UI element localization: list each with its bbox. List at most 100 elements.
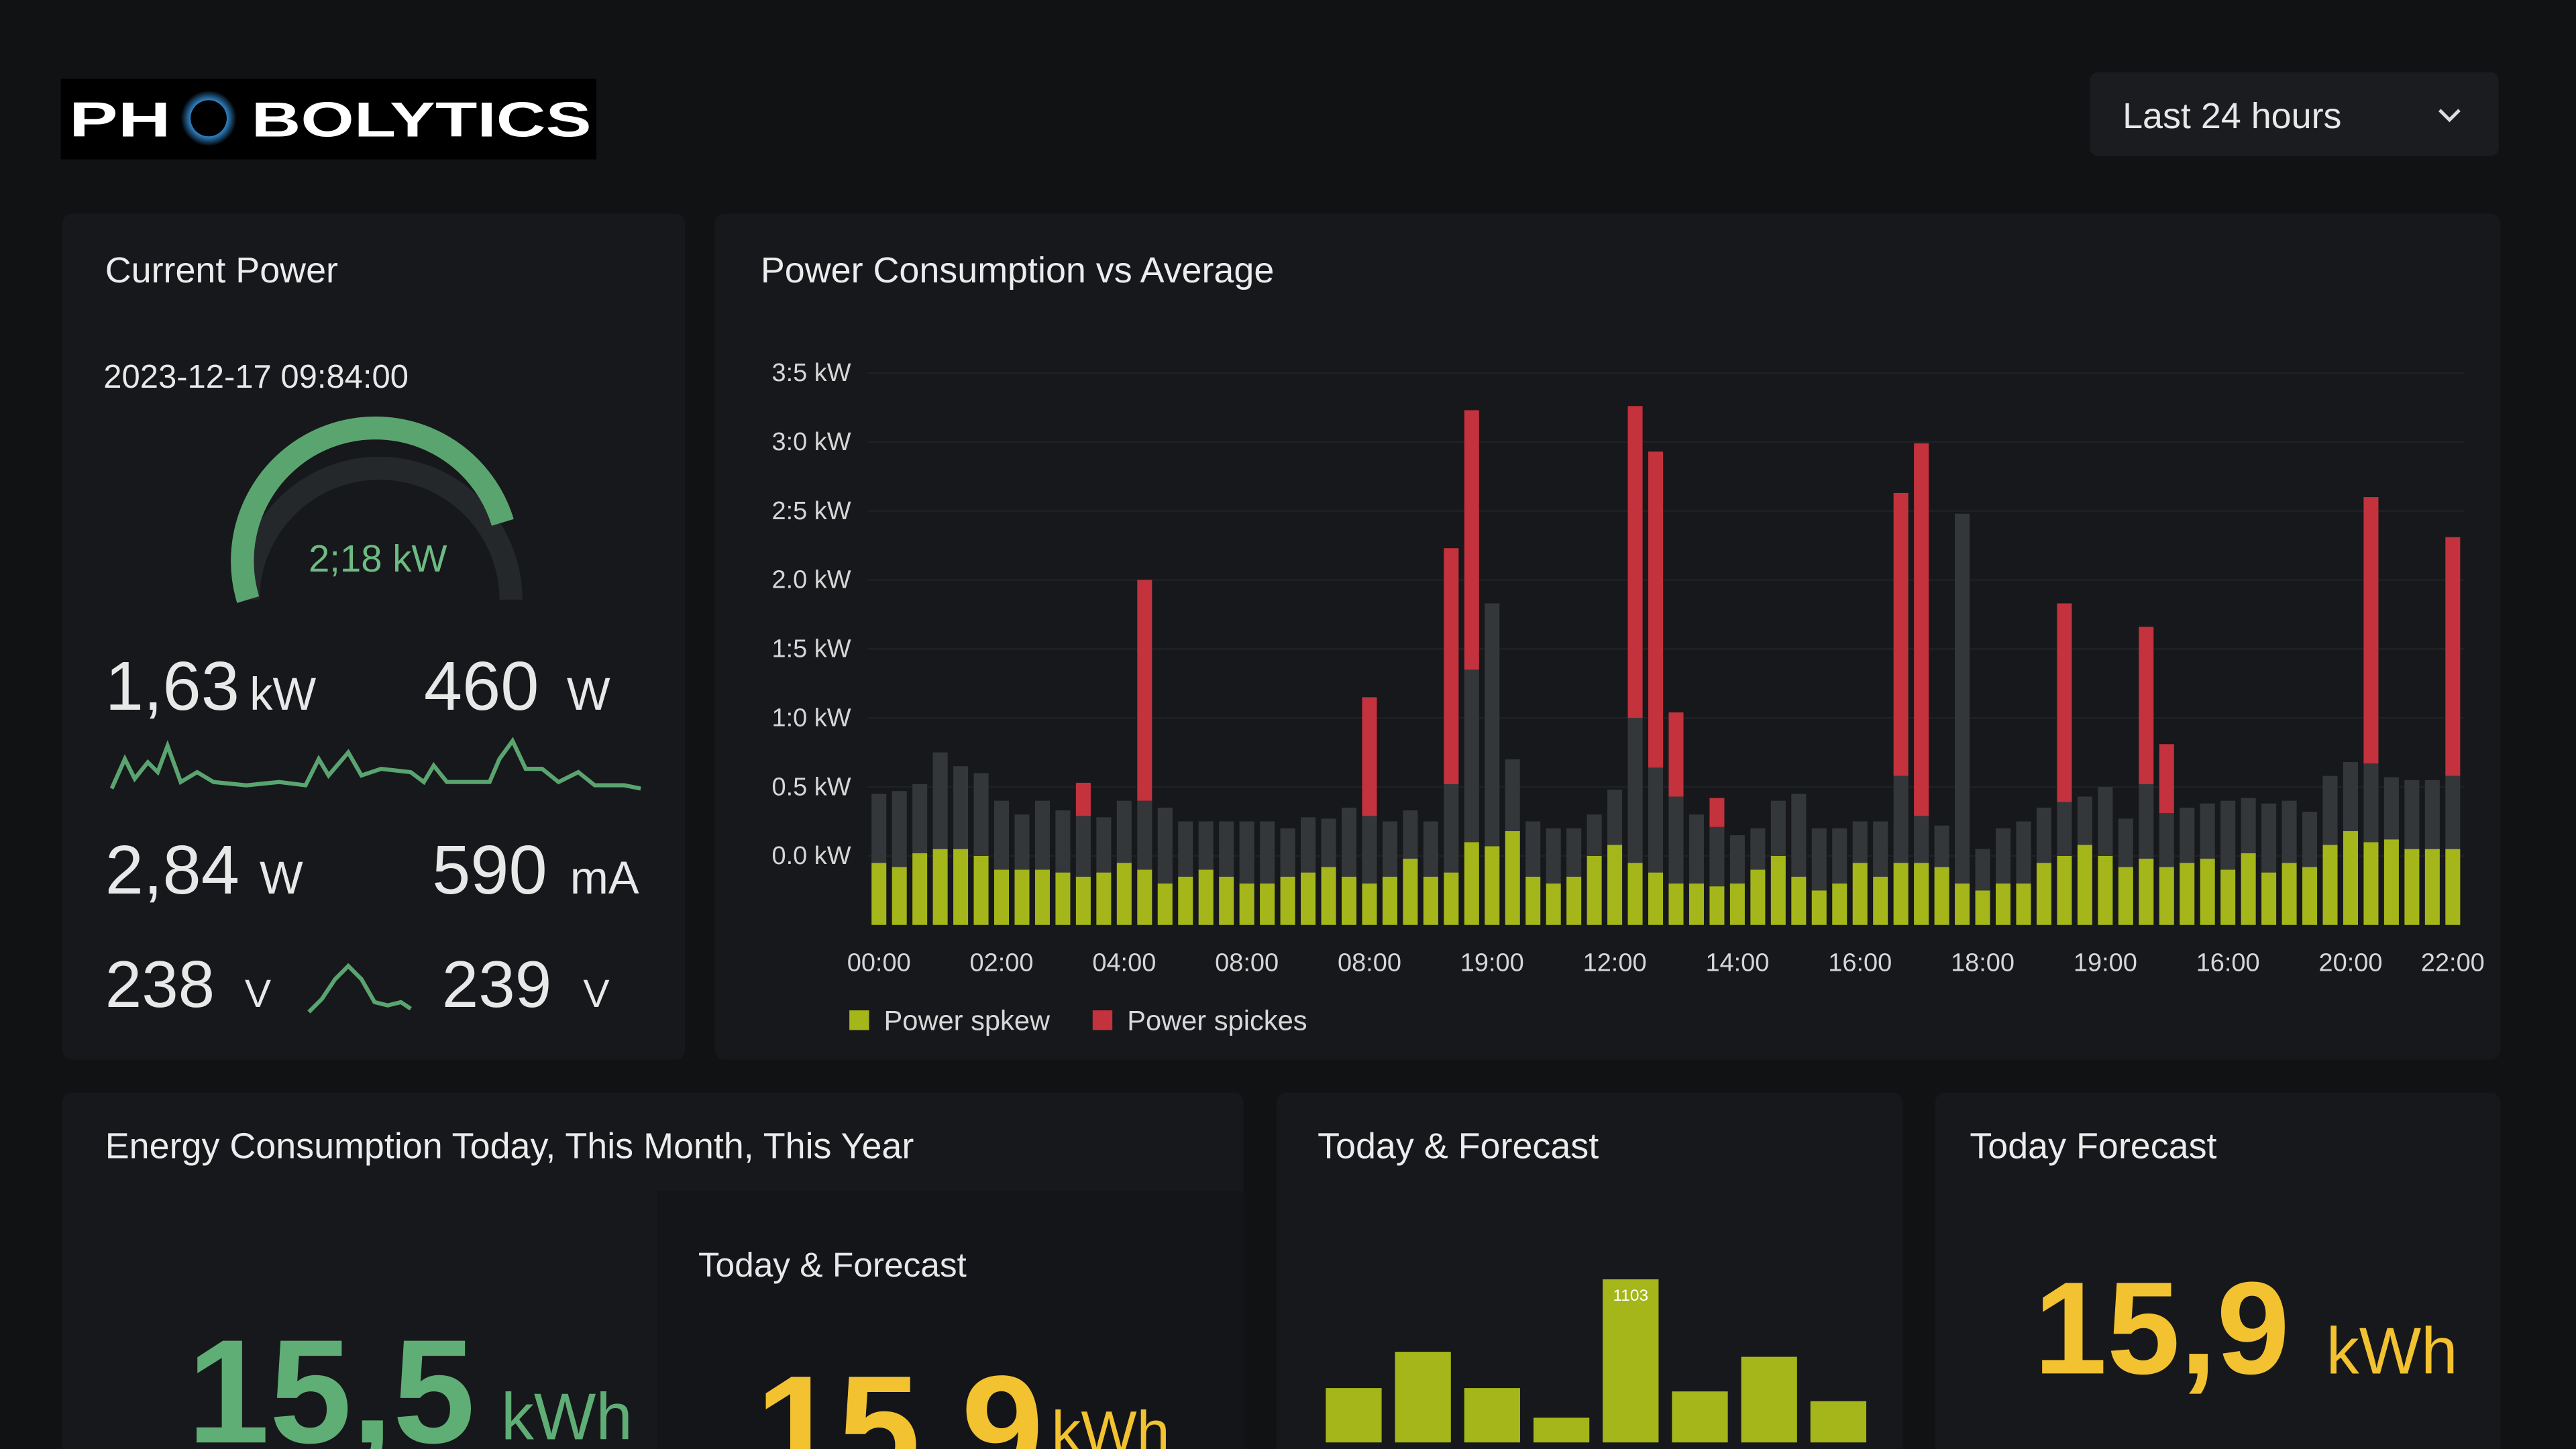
bar (1852, 863, 1868, 925)
chevron-icon[interactable] (2438, 109, 2461, 123)
stat-value: 2,84 (105, 831, 239, 908)
x-tick-label: 04:00 (1092, 949, 1156, 977)
bar (2302, 867, 2318, 925)
bar (1648, 767, 1664, 873)
stat-value: 460 (424, 647, 539, 724)
bar (1137, 580, 1152, 801)
gauge-track (236, 456, 523, 600)
big-unit: kWh (2326, 1313, 2458, 1387)
bar (2241, 798, 2256, 853)
logo-eclipse (191, 100, 227, 137)
bar (1464, 669, 1479, 843)
bar (2139, 627, 2154, 784)
bar (892, 791, 907, 867)
bar (1423, 821, 1438, 877)
big-value: 15,9 (2034, 1254, 2290, 1401)
bar (1627, 406, 1643, 718)
logo-text: BOLYTICS (252, 91, 592, 147)
bar (2282, 863, 2297, 925)
forecast-chart: 1103 (1326, 1279, 1867, 1443)
bar (1914, 816, 1929, 863)
sub-title: Today & Forecast (698, 1245, 967, 1284)
bar (912, 853, 928, 925)
bar (1648, 451, 1664, 768)
bar (2343, 830, 2359, 925)
bar (1403, 810, 1418, 859)
panel (1935, 1092, 2501, 1449)
bar (1955, 883, 1970, 925)
bar (2445, 537, 2461, 776)
bar (1014, 814, 1030, 870)
bar (1239, 821, 1254, 884)
bar (2383, 777, 2399, 840)
main-chart: 3:5 kW 3:0 kW 2:5 kW 2.0 kW 1:5 kW 1:0 kW 0.5 … (772, 359, 2485, 1036)
bar (1034, 869, 1050, 925)
bar (2180, 863, 2195, 925)
bar (1341, 876, 1357, 925)
bar (912, 784, 928, 853)
y-tick-label: 2:5 kW (772, 497, 851, 525)
time-picker-label[interactable]: Last 24 hours (2123, 96, 2341, 136)
bar (871, 863, 887, 925)
bar (1566, 876, 1582, 925)
bar (932, 849, 948, 925)
bar (1914, 863, 1929, 925)
logo-box (60, 78, 596, 160)
big-value: 15,9 (756, 1344, 1044, 1449)
bar (1326, 1388, 1382, 1443)
bar (2016, 883, 2031, 925)
bar (1096, 817, 1112, 873)
bar (1157, 807, 1173, 884)
bar (1603, 1279, 1659, 1443)
panel-title: Today Forecast (1970, 1126, 2216, 1167)
bar (1260, 821, 1275, 884)
stat-unit: kW (250, 668, 316, 720)
x-tick-label: 19:00 (2074, 949, 2137, 977)
timestamp: 2023-12-17 09:84:00 (103, 359, 409, 395)
bar (2261, 803, 2277, 873)
bar (1525, 876, 1541, 925)
bar (1341, 807, 1357, 877)
legend-label: Power spickes (1127, 1005, 1307, 1036)
bar (1607, 790, 1623, 845)
y-tick-label: 1:0 kW (772, 704, 851, 732)
bar (994, 869, 1010, 925)
bar (2077, 796, 2092, 845)
stat-unit: V (583, 972, 609, 1016)
bar (1587, 814, 1602, 856)
bar (1729, 835, 1745, 884)
bar (1934, 825, 1949, 867)
bar (953, 766, 969, 849)
bar (1362, 697, 1377, 816)
bar (2016, 821, 2031, 884)
panel-title: Energy Consumption Today, This Month, Th… (105, 1126, 914, 1167)
stat-value: 238 (105, 947, 215, 1021)
bar (1198, 869, 1214, 925)
bar (1239, 883, 1254, 925)
bar (1219, 821, 1234, 877)
bar (1546, 828, 1561, 884)
bar (1955, 513, 1970, 884)
bar (1934, 867, 1949, 925)
bar (2363, 497, 2379, 764)
bar (2445, 849, 2461, 925)
x-tick-label: 16:00 (2196, 949, 2260, 977)
x-tick-label: 02:00 (970, 949, 1034, 977)
bar (2180, 807, 2195, 863)
bar (1055, 872, 1071, 925)
x-tick-label: 19:00 (1460, 949, 1524, 977)
bar (1587, 855, 1602, 925)
time-picker[interactable]: Last 24 hours (2090, 72, 2499, 156)
bar (2424, 780, 2440, 849)
bar (1832, 883, 1847, 925)
bar (1688, 883, 1704, 925)
x-tick-label: 00:00 (847, 949, 911, 977)
bar (2424, 849, 2440, 925)
bar (1485, 846, 1500, 925)
stat-value: 590 (432, 831, 547, 908)
x-tick-label: 16:00 (1828, 949, 1892, 977)
bar (1852, 821, 1868, 863)
time-picker-box[interactable] (2090, 72, 2499, 156)
bar (1770, 855, 1786, 925)
bar (1157, 883, 1173, 925)
